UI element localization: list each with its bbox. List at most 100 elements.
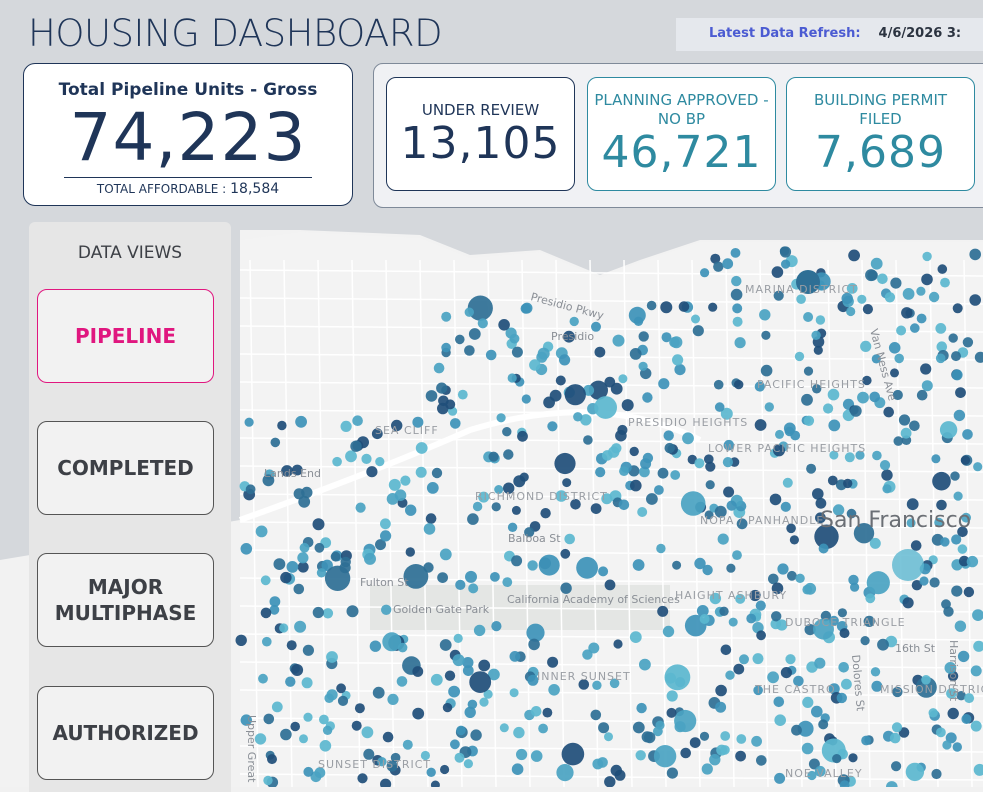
- project-point: [320, 740, 332, 752]
- project-point: [598, 566, 608, 576]
- project-point: [790, 535, 799, 544]
- project-point: [665, 673, 676, 684]
- project-point: [961, 714, 971, 724]
- project-point: [667, 768, 678, 779]
- project-point: [295, 416, 307, 428]
- map-label: PRESIDIO HEIGHTS: [628, 416, 748, 429]
- view-button[interactable]: MAJOR MULTIPHASE: [37, 553, 214, 647]
- project-point: [700, 268, 709, 277]
- view-button[interactable]: COMPLETED: [37, 421, 214, 515]
- project-point: [592, 759, 603, 770]
- project-point: [746, 614, 756, 624]
- project-point: [443, 703, 452, 712]
- project-point: [935, 323, 946, 334]
- status-card: BUILDING PERMIT FILED 7,689: [786, 77, 975, 191]
- project-point: [245, 418, 254, 427]
- project-point: [655, 721, 664, 730]
- project-point: [804, 416, 814, 426]
- project-point: [865, 593, 875, 603]
- project-point: [497, 413, 506, 422]
- project-point: [397, 676, 408, 687]
- project-point: [967, 556, 978, 567]
- project-point: [828, 476, 838, 486]
- project-point: [630, 480, 642, 492]
- project-point: [431, 674, 443, 686]
- project-point: [479, 698, 488, 707]
- project-point: [867, 571, 890, 594]
- project-point: [327, 689, 338, 700]
- project-point: [715, 685, 727, 697]
- project-point: [735, 751, 746, 762]
- project-point: [636, 750, 646, 760]
- project-point: [362, 726, 374, 738]
- project-point: [672, 561, 681, 570]
- project-point: [646, 493, 658, 505]
- project-point: [341, 557, 351, 567]
- map-label: 16th St: [895, 642, 936, 655]
- project-point: [548, 684, 560, 696]
- project-point: [837, 693, 847, 703]
- project-point: [527, 560, 537, 570]
- project-point: [704, 454, 714, 464]
- project-point: [352, 415, 363, 426]
- project-point: [781, 502, 791, 512]
- project-point: [657, 606, 668, 617]
- project-point: [326, 651, 338, 663]
- project-point: [387, 493, 399, 505]
- map-label: Presidio: [551, 330, 594, 343]
- project-point: [920, 363, 931, 374]
- map-label: Fulton St: [360, 576, 409, 589]
- status-label: PLANNING APPROVED - NO BP: [588, 91, 775, 129]
- map-label: Upper Great Hwy: [245, 715, 258, 787]
- project-point: [564, 534, 575, 545]
- project-point: [639, 362, 648, 371]
- project-point: [513, 475, 525, 487]
- project-point: [277, 421, 286, 430]
- project-point: [802, 697, 813, 708]
- map-label: Golden Gate Park: [393, 603, 490, 616]
- project-point: [911, 540, 922, 551]
- project-point: [440, 549, 452, 561]
- project-point: [633, 722, 645, 734]
- project-point: [492, 502, 501, 511]
- view-button[interactable]: PIPELINE: [37, 289, 214, 383]
- project-point: [562, 478, 571, 487]
- view-button[interactable]: AUTHORIZED: [37, 686, 214, 780]
- project-point: [640, 458, 651, 469]
- project-point: [961, 456, 970, 465]
- project-point: [470, 729, 481, 740]
- project-point: [357, 773, 367, 783]
- project-point: [258, 674, 268, 684]
- project-point: [591, 710, 602, 721]
- project-point: [336, 683, 346, 693]
- project-point: [658, 378, 669, 389]
- project-point: [613, 335, 625, 347]
- map-label: HAIGHT ASHBURY: [675, 589, 787, 602]
- project-point: [373, 687, 385, 699]
- project-point: [531, 750, 543, 762]
- project-point: [781, 260, 790, 269]
- project-point: [691, 315, 700, 324]
- project-point: [795, 574, 804, 583]
- project-point: [427, 482, 439, 494]
- project-point: [565, 384, 586, 405]
- project-point: [669, 337, 680, 348]
- map-label: INNER SUNSET: [537, 670, 631, 683]
- project-point: [458, 390, 468, 400]
- project-point: [901, 307, 912, 318]
- project-point: [280, 729, 292, 741]
- project-point: [464, 345, 475, 356]
- project-point: [619, 500, 630, 511]
- project-point: [832, 754, 841, 763]
- project-point: [468, 700, 478, 710]
- map-label: RICHMOND DISTRICT: [475, 490, 608, 503]
- map-label: Harrison St: [947, 640, 960, 702]
- project-point: [733, 664, 744, 675]
- project-point: [889, 342, 901, 354]
- project-point: [455, 580, 465, 590]
- project-point: [872, 451, 882, 461]
- project-point: [445, 671, 455, 681]
- project-point: [880, 460, 890, 470]
- project-point: [791, 725, 802, 736]
